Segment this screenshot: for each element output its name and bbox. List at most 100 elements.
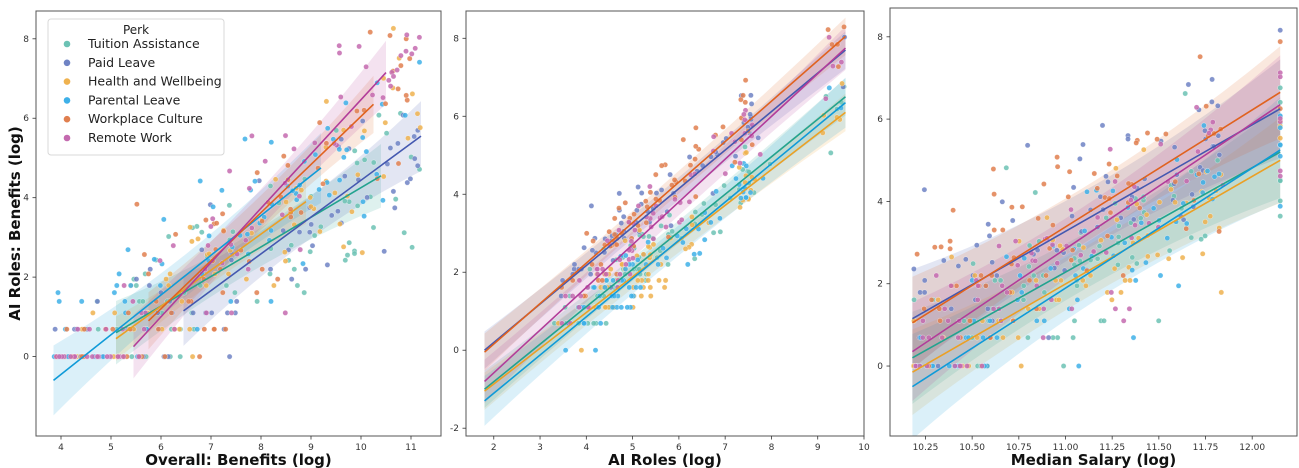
data-point [743, 194, 749, 201]
data-point [755, 135, 761, 141]
regression-line [484, 102, 846, 402]
data-point [602, 304, 609, 311]
data-point [337, 221, 343, 227]
data-point [948, 306, 955, 312]
data-point [343, 147, 350, 153]
y-tick-label: 8 [23, 35, 29, 45]
data-point [581, 320, 587, 327]
data-point [1202, 219, 1208, 225]
data-point [618, 220, 625, 226]
data-point [710, 133, 717, 140]
data-point [1189, 191, 1195, 198]
data-point [219, 187, 225, 194]
data-point [1069, 306, 1075, 312]
data-point [1068, 257, 1075, 263]
legend-title: Perk [123, 23, 149, 37]
data-point [312, 140, 318, 146]
data-point [342, 257, 349, 263]
data-point [1277, 198, 1283, 204]
data-point [1070, 334, 1076, 341]
data-point [591, 284, 598, 291]
data-point [1120, 318, 1127, 324]
data-point [370, 159, 377, 166]
data-point [354, 108, 360, 114]
data-point [199, 229, 205, 235]
x-tick-label: 4 [583, 443, 589, 453]
data-point [134, 201, 140, 207]
data-point [111, 310, 118, 316]
data-point [1188, 168, 1195, 175]
x-tick-label: 10.50 [959, 443, 985, 453]
data-point [133, 276, 140, 282]
data-point [111, 289, 118, 296]
data-point [636, 227, 643, 233]
data-point [663, 255, 670, 261]
data-point [1130, 334, 1137, 341]
regression-line [911, 104, 1281, 353]
data-point [1074, 283, 1080, 289]
data-point [1209, 99, 1215, 105]
regression-line [115, 201, 307, 340]
data-point [732, 153, 739, 159]
data-point [938, 244, 944, 250]
data-point [604, 237, 611, 244]
x-tick-label: 5 [630, 443, 636, 453]
data-point [336, 146, 343, 153]
data-point [104, 353, 110, 360]
data-point [328, 212, 335, 219]
data-point [1024, 142, 1031, 149]
data-point [349, 208, 355, 215]
data-point [308, 203, 314, 210]
data-point [307, 194, 313, 201]
data-point [1035, 215, 1041, 222]
data-point [190, 310, 196, 316]
data-point [155, 326, 162, 332]
y-tick-label: 0 [23, 353, 29, 363]
data-point [271, 282, 277, 289]
data-point [382, 119, 389, 126]
data-point [1198, 236, 1204, 242]
data-point [259, 218, 265, 224]
data-point [380, 197, 386, 204]
x-tick-label: 10.75 [1006, 443, 1032, 453]
data-point [1009, 217, 1016, 224]
data-point [678, 217, 685, 223]
data-point [1127, 277, 1133, 284]
data-point [1166, 247, 1173, 254]
data-point [336, 42, 342, 49]
legend-marker [63, 97, 71, 104]
data-point [55, 289, 61, 296]
x-axis-label: AI Roles (log) [608, 451, 722, 468]
data-point [748, 101, 755, 107]
data-point [228, 310, 235, 316]
panel-median-salary: 10.25 10.50 10.75 11.00 11.25 11.50 11.75 12.00… [877, 7, 1298, 468]
data-point [948, 254, 955, 260]
data-point [254, 289, 260, 296]
data-point [1133, 140, 1139, 146]
data-point [56, 298, 62, 305]
data-point [972, 272, 978, 279]
data-point [220, 228, 227, 234]
data-point [203, 310, 210, 316]
data-point [228, 298, 234, 305]
data-point [587, 271, 594, 277]
regression-line [53, 167, 322, 382]
data-point [740, 92, 746, 99]
data-point [1200, 179, 1206, 186]
y-tick-label: 4 [877, 197, 883, 207]
data-point [1114, 216, 1120, 223]
data-point [692, 156, 698, 162]
data-point [364, 194, 370, 201]
data-point [203, 217, 209, 223]
data-point [254, 169, 260, 176]
data-point [974, 297, 981, 303]
data-point [1215, 103, 1221, 109]
x-tick-label: 8 [769, 443, 775, 453]
data-point [701, 236, 708, 243]
data-point [602, 284, 608, 291]
data-point [1110, 188, 1116, 194]
plot-area [910, 27, 1283, 436]
y-tick-label: -2 [450, 424, 459, 434]
data-point [387, 83, 394, 89]
data-point [223, 282, 230, 289]
